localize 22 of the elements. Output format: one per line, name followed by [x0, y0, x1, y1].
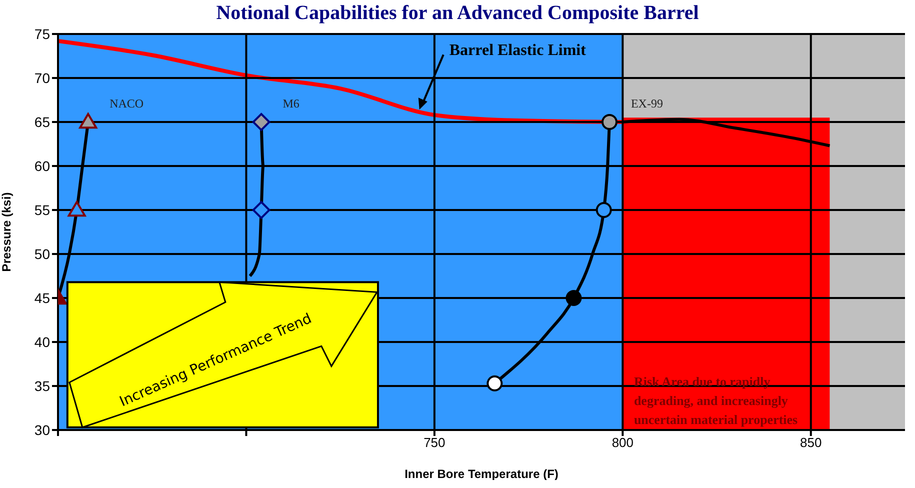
annotation: Barrel Elastic Limit — [449, 42, 587, 59]
y-axis-title: Pressure (ksi) — [0, 192, 14, 272]
y-tick-label: 70 — [34, 70, 50, 86]
y-tick-label: 55 — [34, 202, 50, 218]
annotation: Risk Area due to rapidly degrading, and increasingly uncertain material properties — [634, 372, 799, 429]
x-tick-label: 750 — [424, 435, 446, 450]
y-tick-label: 60 — [34, 158, 50, 174]
y-tick-label: 75 — [34, 26, 50, 42]
y-tick-label: 35 — [34, 378, 50, 394]
series-label: NACO — [110, 96, 144, 110]
x-tick-label: 850 — [800, 435, 822, 450]
chart-title: Notional Capabilities for an Advanced Composite Barrel — [215, 2, 700, 25]
y-tick-label: 65 — [34, 114, 50, 130]
series-label: M6 — [282, 96, 300, 110]
y-tick-label: 50 — [34, 246, 50, 262]
y-tick-label: 45 — [34, 290, 50, 306]
y-tick-label: 30 — [34, 422, 50, 438]
point — [566, 290, 582, 306]
x-tick-label: 800 — [612, 435, 634, 450]
series-label: EX-99 — [630, 96, 663, 110]
point — [486, 375, 503, 392]
y-tick-label: 40 — [34, 334, 50, 350]
